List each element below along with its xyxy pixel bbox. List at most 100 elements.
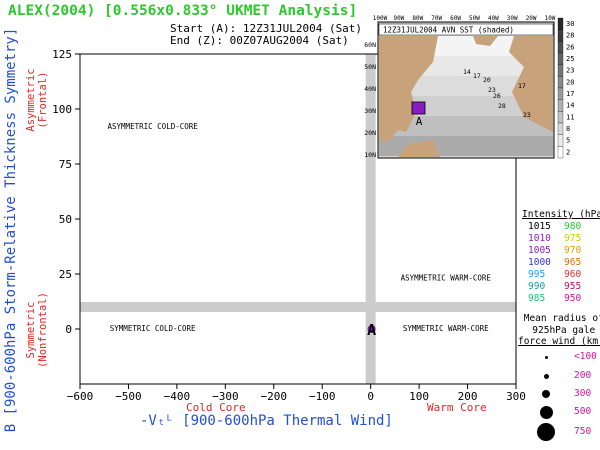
inset-sst-band (379, 76, 553, 96)
inset-lon-label: 40W (488, 15, 499, 22)
inset-lat-label: 20N (364, 129, 376, 137)
inset-lon-label: 10W (545, 15, 556, 22)
track-point-label: A (367, 321, 376, 339)
intensity-value-right: 975 (564, 233, 582, 244)
inset-title: 12Z31JUL2004 AVN SST (shaded) (383, 26, 514, 35)
intensity-legend-row: 985 950 (528, 293, 581, 304)
colorbar-label: 25 (566, 55, 574, 63)
quadrant-label: SYMMETRIC COLD-CORE (110, 324, 196, 333)
inset-contour-label: 17 (473, 72, 481, 80)
x-tick-label: 0 (367, 390, 374, 403)
symmetry-threshold-band (80, 302, 516, 312)
radius-dot (537, 423, 555, 441)
inset-sst-band (379, 116, 553, 136)
radius-dot (542, 390, 550, 398)
x-tick-label: −400 (164, 390, 191, 403)
intensity-legend-row: 1005 970 (528, 245, 581, 256)
intensity-value-right: 950 (564, 293, 582, 304)
radius-dot (543, 373, 549, 379)
radius-title-line3: force wind (km): (518, 336, 600, 347)
colorbar-label: 5 (566, 137, 570, 145)
intensity-value-left: 995 (528, 269, 546, 280)
radius-label: 750 (574, 426, 592, 437)
x-tick-label: 300 (506, 390, 526, 403)
radius-dot (539, 405, 553, 419)
x-tick-label: −100 (309, 390, 336, 403)
inset-contour-label: 14 (463, 68, 471, 76)
intensity-value-right: 960 (564, 269, 582, 280)
colorbar-cell (557, 134, 564, 147)
x-warm-core-label: Warm Core (427, 401, 487, 414)
colorbar-label: 14 (566, 102, 574, 110)
inset-lat-label: 30N (364, 107, 376, 115)
intensity-legend-row: 1010 975 (528, 233, 581, 244)
inset-storm-label: A (416, 115, 423, 128)
inset-title-box (378, 23, 554, 36)
colorbar-label: 11 (566, 113, 574, 121)
colorbar-cell (557, 64, 564, 77)
inset-contour-label: 23 (523, 111, 531, 119)
inset-land-south-america (398, 140, 440, 157)
intensity-legend-title: Intensity (hPa): (522, 209, 600, 220)
intensity-value-left: 1015 (528, 221, 551, 232)
radius-dot (544, 355, 548, 359)
inset-lat-label: 40N (364, 85, 376, 93)
inset-lon-label: 100W (373, 15, 388, 22)
chart-title: ALEX(2004) [0.556x0.833° UKMET Analysis] (8, 3, 358, 19)
x-tick-label: −500 (115, 390, 142, 403)
intensity-value-right: 965 (564, 257, 582, 268)
radius-title-line1: Mean radius of (523, 313, 600, 324)
intensity-value-left: 1010 (528, 233, 551, 244)
colorbar-cell (557, 146, 564, 159)
colorbar-label: 17 (566, 90, 574, 98)
inset-lon-label: 20W (526, 15, 537, 22)
inset-lat-label: 50N (364, 63, 376, 71)
x-axis-label: -Vₜᴸ [900-600hPa Thermal Wind] (140, 413, 393, 429)
colorbar-cell (557, 29, 564, 42)
inset-land-north-america (379, 36, 438, 142)
inset-storm-marker (411, 101, 426, 115)
quadrant-label: ASYMMETRIC WARM-CORE (401, 274, 492, 283)
intensity-value-left: 1005 (528, 245, 551, 256)
x-tick-label: 100 (409, 390, 429, 403)
inset-lon-label: 70W (431, 15, 442, 22)
inset-contour-label: 26 (493, 92, 501, 100)
inset-contour-label: 17 (518, 82, 526, 90)
y-tick-label: 100 (52, 103, 72, 116)
radius-title-line2: 925hPa gale (532, 324, 596, 336)
x-tick-label: −200 (261, 390, 288, 403)
intensity-legend-row: 1000 965 (528, 257, 581, 268)
inset-lon-label: 30W (507, 15, 518, 22)
colorbar-label: 2 (566, 148, 570, 156)
radius-label: 500 (574, 406, 592, 417)
intensity-legend-row: 1015 980 (528, 221, 581, 232)
colorbar-cell (557, 99, 564, 112)
quadrant-label: SYMMETRIC WARM-CORE (403, 324, 489, 333)
quadrant-label: ASYMMETRIC COLD-CORE (108, 122, 199, 131)
radius-label: 300 (574, 388, 592, 399)
y-tick-label: 50 (59, 213, 72, 226)
colorbar-cell (557, 87, 564, 100)
colorbar-label: 26 (566, 43, 574, 51)
y-tick-label: 75 (59, 158, 72, 171)
track-point (367, 325, 376, 333)
radius-legend-title: Mean radius of 925hPa gale force wind (k… (518, 313, 600, 348)
intensity-value-left: 1000 (528, 257, 551, 268)
intensity-legend-row: 990 955 (528, 281, 581, 292)
colorbar-label: 30 (566, 20, 574, 28)
inset-contour-label: 20 (483, 76, 491, 84)
x-tick-label: −600 (67, 390, 94, 403)
y-tick-label: 0 (65, 323, 72, 336)
inset-lon-label: 90W (393, 15, 404, 22)
colorbar-label: 8 (566, 125, 570, 133)
inset-land-greenland (473, 36, 498, 46)
colorbar-cell (557, 17, 564, 30)
sst-inset-map: 12Z31JUL2004 AVN SST (shaded)14 17 2023262… (364, 15, 574, 159)
inset-lat-label: 60N (364, 41, 376, 49)
start-time: Start (A): 12Z31JUL2004 (Sat) (170, 22, 363, 35)
radius-label: 200 (574, 370, 592, 381)
inset-lat-label: 10N (364, 151, 376, 159)
colorbar-cell (557, 76, 564, 89)
radius-label: <100 (574, 351, 597, 362)
